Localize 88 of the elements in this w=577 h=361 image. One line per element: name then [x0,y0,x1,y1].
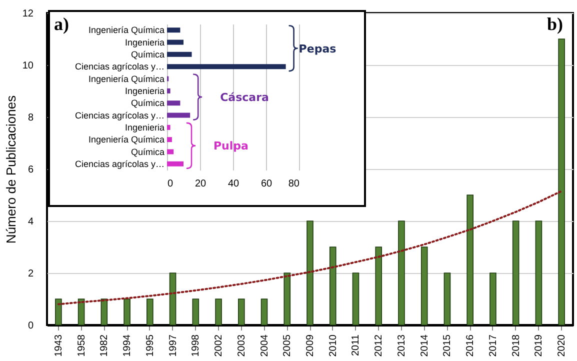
x-tick-label: 20 [194,178,206,190]
bar [375,246,382,326]
text: Cáscara [220,91,269,104]
x-tick-label: 1943 [53,334,64,357]
y-tick-label: 12 [22,8,34,20]
bar [167,137,172,142]
bar [466,194,474,326]
x-tick-label: 2015 [442,334,454,357]
bar [167,124,170,130]
x-tick-label: 1998 [190,334,202,357]
line-series [57,190,563,306]
y-tick-label: Química [130,146,164,157]
y-tick-label: Ingenieria [124,122,164,132]
bar [167,64,286,70]
bar [167,100,180,106]
bar [512,220,520,326]
bar [167,112,190,118]
x-tick-label: 1958 [76,334,88,357]
bar [260,298,268,326]
bar [420,246,428,326]
y-tick-label: Ciencias agrícolas y… [74,158,164,169]
x-tick-label: 2004 [259,334,270,357]
y-tick-label: 0 [28,320,34,332]
bar [167,28,180,33]
bar [558,38,565,326]
bar [167,161,184,166]
bar [169,272,176,326]
bar [100,298,108,326]
series-label: Pepas [298,42,337,56]
x-tick-label: 2012 [374,334,385,357]
bar [398,220,405,326]
bar [535,220,542,326]
bar [55,298,62,326]
x-tick-label: 2017 [488,334,499,357]
bar [78,298,85,326]
y-tick-label: Ingeniería Química [88,25,164,36]
x-tick-label: 2005 [282,334,294,357]
bar [490,272,496,326]
x-tick-label: 2020 [556,334,568,357]
y-tick-label: Ingenieria [124,37,164,48]
bar [167,52,192,57]
x-tick-label: 2002 [214,334,225,357]
y-tick-label: 2 [28,268,34,280]
bar [238,298,245,326]
y-tick-label: 6 [28,164,34,176]
x-tick-label: 2003 [236,334,248,357]
y-tick-label: Ingeniería Química [88,74,164,84]
x-tick-label: 60 [260,178,272,190]
y-tick-label: Ingeniería Química [88,134,164,145]
y-tick-label: 8 [28,112,34,124]
y-axis-title: Número de Publicaciones [3,94,18,244]
bar [284,272,291,326]
bar [215,298,222,326]
bar [352,272,360,326]
y-tick-label: Química [130,98,164,108]
x-tick-label: 1995 [144,334,156,357]
bar [167,149,174,154]
text: Pulpa [214,140,248,153]
bar [124,298,130,326]
y-tick-label: Ciencias agrícolas y… [74,110,164,120]
bar [444,272,451,326]
bar [306,220,314,326]
x-tick-label: 2019 [534,334,545,357]
x-tick-label: 2018 [510,334,522,357]
x-tick-label: 0 [168,178,174,190]
y-tick-label: Ingenieria [124,86,164,96]
x-tick-label: 2013 [396,334,408,357]
x-tick-label: 1982 [99,334,110,357]
bar [146,298,154,326]
y-tick-label: Ciencias agrícolas y… [74,62,164,72]
x-tick-label: 40 [228,178,240,190]
x-tick-label: 2009 [305,334,316,357]
x-tick-label: 2016 [465,334,476,357]
x-tick-label: 80 [288,178,300,190]
annotation: b) [546,14,563,35]
x-tick-label: 2014 [419,334,430,357]
bar [167,40,184,45]
y-tick-label: Química [130,49,164,60]
x-tick-label: 1994 [122,334,134,357]
x-tick-label: 2011 [350,334,362,356]
y-tick-label: 10 [22,60,34,72]
bar [192,298,200,326]
y-tick-label: 4 [28,216,34,228]
bar [329,246,336,326]
bar [167,88,170,94]
x-tick-label: 1997 [168,334,179,357]
x-tick-label: 2010 [328,334,339,357]
annotation: a) [54,14,69,35]
